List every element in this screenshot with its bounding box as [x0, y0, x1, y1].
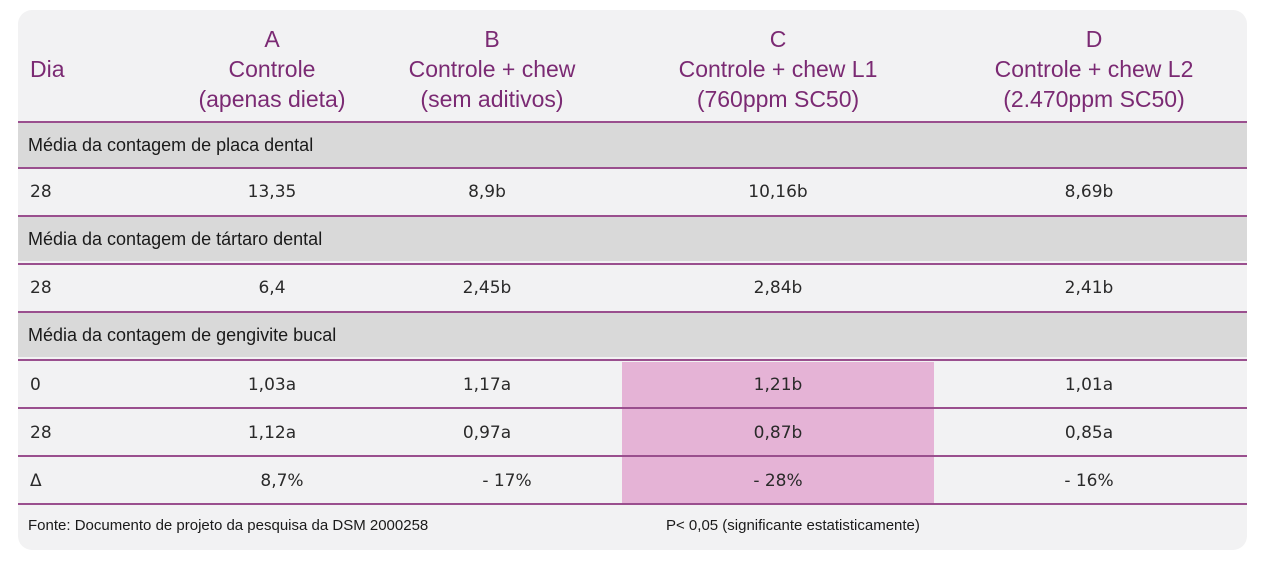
column-title: Controle + chew L2 — [994, 56, 1194, 82]
divider — [18, 407, 1247, 409]
value-a: 1,12a — [247, 423, 297, 443]
value-c: 10,16b — [748, 182, 808, 202]
column-title: Controle + chew — [408, 56, 576, 82]
footer-significance-note: P< 0,05 (significante estatisticamente) — [666, 517, 920, 534]
column-subtitle: (apenas dieta) — [198, 86, 346, 112]
header-column-c: C Controle + chew L1 (760ppm SC50) — [622, 24, 934, 114]
divider — [18, 167, 1247, 169]
value-b: - 17% — [482, 471, 532, 491]
divider — [18, 503, 1247, 505]
dia-cell: 28 — [30, 423, 52, 443]
divider — [18, 455, 1247, 457]
divider — [18, 263, 1247, 265]
dia-cell: Δ — [30, 471, 42, 491]
value-a: 8,7% — [260, 471, 304, 491]
value-c: 0,87b — [753, 423, 803, 443]
value-d: 2,41b — [1064, 278, 1114, 298]
value-b: 8,9b — [468, 182, 506, 202]
dia-cell: 28 — [30, 182, 52, 202]
value-c: - 28% — [753, 471, 803, 491]
section-gengivite-bucal: Média da contagem de gengivite bucal — [18, 313, 1247, 357]
column-letter: D — [1085, 26, 1103, 52]
table-row: 28 13,35 8,9b 10,16b 8,69b — [18, 169, 1247, 213]
column-subtitle: (2.470ppm SC50) — [1003, 86, 1185, 112]
table-row: 0 1,03a 1,17a 1,21b 1,01a — [18, 362, 1247, 406]
column-subtitle: (760ppm SC50) — [696, 86, 860, 112]
divider — [18, 121, 1247, 123]
value-c: 1,21b — [753, 375, 803, 395]
header-column-a: A Controle (apenas dieta) — [172, 24, 372, 114]
value-a: 6,4 — [258, 278, 286, 298]
results-table: Dia A Controle (apenas dieta) B Controle… — [18, 10, 1247, 550]
value-c: 2,84b — [753, 278, 803, 298]
value-d: - 16% — [1064, 471, 1114, 491]
divider — [18, 359, 1247, 361]
table-header: Dia A Controle (apenas dieta) B Controle… — [18, 10, 1247, 122]
value-d: 8,69b — [1064, 182, 1114, 202]
dia-cell: 28 — [30, 278, 52, 298]
header-dia: Dia — [30, 56, 65, 82]
divider — [18, 311, 1247, 313]
value-b: 2,45b — [462, 278, 512, 298]
table-row: 28 6,4 2,45b 2,84b 2,41b — [18, 265, 1247, 309]
section-placa-dental: Média da contagem de placa dental — [18, 123, 1247, 167]
column-c-highlight — [622, 362, 934, 504]
section-title: Média da contagem de placa dental — [28, 135, 314, 155]
divider — [18, 215, 1247, 217]
section-title: Média da contagem de tártaro dental — [28, 229, 323, 249]
column-subtitle: (sem aditivos) — [420, 86, 564, 112]
column-title: Controle + chew L1 — [678, 56, 878, 82]
column-letter: A — [264, 26, 280, 52]
table-row: 28 1,12a 0,97a 0,87b 0,85a — [18, 410, 1247, 454]
column-letter: B — [484, 26, 500, 52]
value-d: 0,85a — [1064, 423, 1114, 443]
footer-source: Fonte: Documento de projeto da pesquisa … — [28, 517, 429, 534]
section-title: Média da contagem de gengivite bucal — [28, 325, 337, 345]
section-tartaro-dental: Média da contagem de tártaro dental — [18, 217, 1247, 261]
dia-cell: 0 — [30, 375, 41, 395]
column-title: Controle — [228, 56, 316, 82]
table-row: Δ 8,7% - 17% - 28% - 16% — [18, 458, 1247, 502]
header-column-b: B Controle + chew (sem aditivos) — [372, 24, 612, 114]
value-d: 1,01a — [1064, 375, 1114, 395]
column-letter: C — [769, 26, 787, 52]
value-a: 1,03a — [247, 375, 297, 395]
value-b: 0,97a — [462, 423, 512, 443]
value-b: 1,17a — [462, 375, 512, 395]
value-a: 13,35 — [247, 182, 297, 202]
header-column-d: D Controle + chew L2 (2.470ppm SC50) — [944, 24, 1244, 114]
